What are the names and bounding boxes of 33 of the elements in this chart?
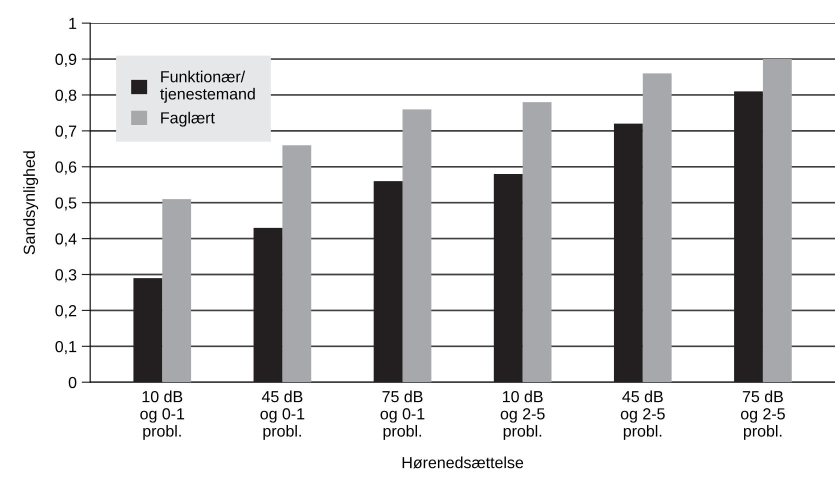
y-tick-label: 0 [68,376,76,388]
legend-label: Faglært [161,112,215,127]
bar [642,73,672,382]
x-tick-label: 45 dB og 2-5 probl. [620,390,665,440]
bar [734,91,763,382]
x-tick-label: 75 dB og 2-5 probl. [740,390,785,440]
bar [614,124,643,382]
bar [133,278,162,382]
bar [762,59,792,382]
y-tick-label: 0,7 [55,125,76,139]
x-tick-label: 10 dB og 2-5 probl. [500,390,545,440]
bar [402,109,432,382]
bar [282,145,312,382]
legend-label: Funktionær/ tjenestemand [160,70,255,103]
y-tick-label: 0,9 [55,54,76,67]
x-tick-label: 75 dB og 0-1 probl. [380,390,424,440]
y-tick-label: 0,1 [55,340,76,354]
bar [254,228,282,382]
y-tick-label: 1 [69,18,76,29]
bar [374,181,403,382]
bar [494,174,523,382]
y-tick-label: 0,2 [55,305,76,318]
bar [162,199,192,382]
y-tick-label: 0,6 [55,161,76,175]
bar [522,102,552,382]
y-axis-title: Sandsynlighed [23,151,38,254]
y-tick-label: 0,5 [55,197,76,211]
y-tick-label: 0,3 [55,269,76,282]
x-tick-label: 10 dB og 0-1 probl. [140,390,184,440]
x-axis-title: Hørenedsættelse [402,456,524,468]
x-tick-label: 45 dB og 0-1 probl. [260,390,304,440]
y-tick-label: 0,4 [55,233,77,246]
y-tick-label: 0,8 [55,90,76,103]
